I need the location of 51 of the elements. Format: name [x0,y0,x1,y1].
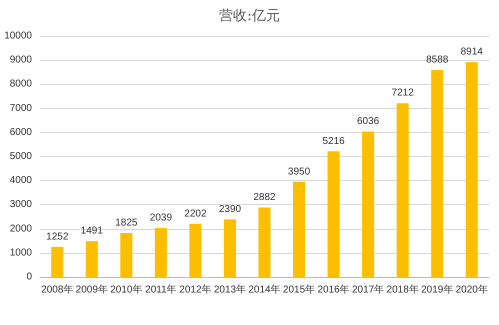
data-label: 6036 [356,116,380,128]
x-tick-label: 2013年 [214,284,246,296]
bar [466,62,478,277]
chart-title: 营收:亿元 [219,8,280,24]
data-label: 2202 [184,208,207,220]
bar [362,132,374,277]
x-tick-label: 2011年 [145,284,177,296]
y-tick-label: 7000 [10,102,32,114]
x-tick-label: 2008年 [41,284,74,296]
bar [86,241,98,277]
x-tick-label: 2014年 [248,284,281,296]
y-tick-label: 9000 [10,54,32,66]
y-tick-label: 6000 [10,126,32,138]
x-tick-label: 2017年 [352,284,384,296]
x-tick-label: 2018年 [386,284,419,296]
x-tick-label: 2010年 [110,284,142,296]
y-tick-label: 5000 [10,151,32,162]
bar [292,182,306,277]
data-label: 8914 [460,46,484,58]
x-tick-label: 2015年 [282,284,316,296]
y-tick-label: 10000 [4,30,32,42]
bar [328,151,340,277]
data-label: 5216 [322,136,346,147]
bar [224,219,236,277]
y-tick-label: 1000 [10,247,32,258]
y-tick-label: 2000 [10,223,32,234]
y-tick-label: 3000 [10,199,32,210]
bar [189,224,202,277]
bar [431,70,444,277]
data-label: 8588 [426,54,449,66]
data-label: 3950 [288,166,311,178]
data-label: 1825 [115,218,138,229]
bar [154,228,167,277]
bar [396,103,409,277]
data-label: 2882 [253,192,276,204]
data-label: 7212 [392,88,414,99]
x-tick-label: 2016年 [317,284,350,296]
data-label: 1491 [80,226,104,237]
data-label: 1252 [46,231,69,242]
y-tick-label: 0 [26,272,32,282]
y-tick-label: 8000 [10,78,32,90]
y-tick-label: 4000 [10,175,32,186]
bar [51,246,64,277]
x-tick-label: 2012年 [179,284,212,296]
bar [258,208,271,277]
x-tick-label: 2019年 [421,284,454,296]
x-tick-label: 2020年 [456,284,488,296]
data-label: 2390 [218,204,242,215]
bar [120,233,132,277]
data-label: 2039 [150,212,172,224]
x-tick-label: 2009年 [76,284,108,296]
